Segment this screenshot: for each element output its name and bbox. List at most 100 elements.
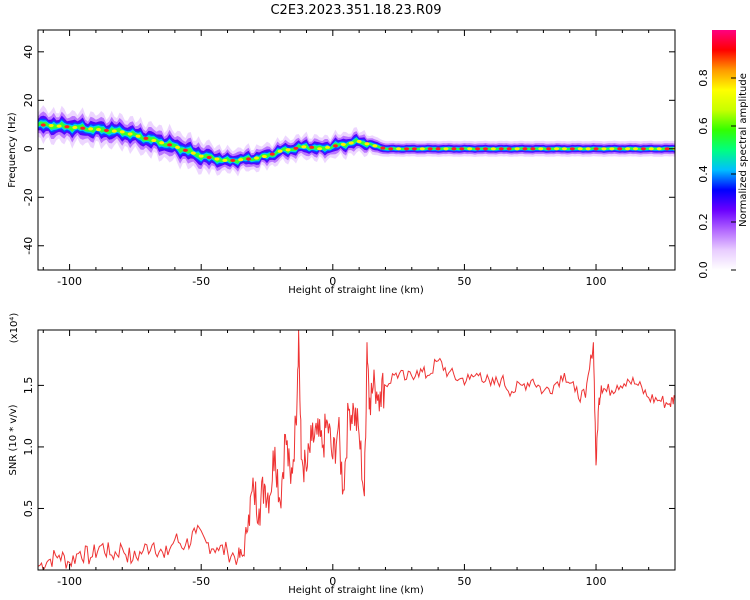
x-tick-label: 100 (586, 275, 607, 288)
spectrogram-ridge (38, 105, 675, 177)
spectrogram-peak (159, 141, 165, 145)
spectrogram-frame (37, 29, 676, 271)
y-tick-label: 40 (22, 45, 35, 59)
spectrogram-peak (625, 147, 631, 151)
x-tick-label: 0 (329, 575, 336, 588)
spectrogram-peak (143, 136, 149, 140)
spectrogram-peak (269, 152, 275, 156)
spectrogram-peak (435, 147, 441, 151)
spectrogram-peak (656, 147, 662, 151)
y-tick-label: -20 (22, 188, 35, 206)
spectrogram-peak (198, 154, 204, 158)
spectrogram-peak (530, 147, 536, 151)
spectrogram-peak (396, 147, 402, 151)
spectrogram-peak (475, 147, 481, 151)
spectrogram-peak (261, 154, 267, 159)
y-tick-label: -40 (22, 237, 35, 255)
x-tick-label: 50 (457, 575, 471, 588)
spectrogram-peak (609, 147, 615, 151)
spectrogram-peak (498, 147, 504, 151)
spectrogram-peak (640, 147, 646, 151)
spectrogram-peak (617, 147, 623, 151)
x-tick-label: -100 (57, 275, 82, 288)
y-tick-label: 1.5 (22, 377, 35, 395)
spectrogram-peak (348, 141, 354, 145)
spectrogram-peak (514, 147, 520, 151)
y-tick-label: 0 (22, 145, 35, 152)
spectrogram-peak (388, 147, 394, 151)
spectrogram-peak (230, 158, 236, 163)
spectrogram-peak (633, 147, 639, 151)
spectrogram-peak (325, 145, 331, 149)
spectrogram-peak (309, 145, 315, 149)
spectrogram-peak (206, 155, 212, 160)
spectrogram-peak (135, 134, 141, 138)
spectrogram-peak (96, 128, 102, 132)
spectrogram-peak (664, 147, 670, 151)
spectrogram-peak (459, 147, 465, 151)
spectrogram-peak (332, 144, 338, 148)
spectrogram-peak (648, 147, 654, 151)
snr-series (38, 330, 675, 570)
snr-multiplier: (x10⁴) (9, 313, 20, 344)
spectrogram-peak (151, 138, 157, 143)
spectrogram-peak (546, 147, 552, 151)
spectrogram-peak (80, 126, 86, 130)
spectrogram-peak (490, 147, 496, 151)
spectrogram-peak (127, 132, 133, 136)
snr-xlabel: Height of straight line (km) (288, 585, 424, 596)
spectrogram-peak (522, 147, 528, 151)
colorbar-label: Normalized spectral amplitude (738, 73, 749, 227)
spectrogram-peak (253, 156, 259, 160)
spectrogram-peak (443, 147, 449, 151)
spectrogram-peak (72, 125, 78, 130)
spectrogram-xlabel: Height of straight line (km) (288, 285, 424, 296)
x-tick-label: 50 (457, 275, 471, 288)
colorbar-ticks: 0.0 0.2 0.4 0.6 0.8 (697, 69, 736, 279)
spectrogram-peak (119, 130, 125, 134)
colorbar-gradient (712, 30, 736, 270)
spectrogram-peak (482, 147, 488, 151)
spectrogram-peak (419, 147, 425, 151)
y-tick-label: 20 (22, 93, 35, 107)
spectrogram-peak (364, 142, 370, 146)
spectrogram-peak (356, 139, 362, 144)
spectrogram-peak (56, 124, 62, 128)
spectrogram-peak (301, 145, 307, 149)
spectrogram-peak (111, 129, 117, 133)
spectrogram-peak (48, 123, 54, 128)
x-tick-label: -100 (57, 575, 82, 588)
spectrogram-peak (380, 146, 386, 150)
spectrogram-peak (506, 147, 512, 151)
spectrogram-peak (538, 147, 544, 151)
spectrogram-peak (103, 128, 109, 132)
x-tick-label: 100 (586, 575, 607, 588)
spectrogram-peak (467, 147, 473, 151)
spectrogram-peak (182, 148, 188, 152)
spectrogram-x-ticks: -100 -50 0 50 100 (42, 30, 676, 288)
spectrogram-peak (238, 158, 244, 162)
spectrogram-panel: -100 -50 0 50 100 -40 -20 0 20 40 Height of stra… (7, 29, 676, 296)
spectrogram-peak (561, 147, 567, 151)
snr-line (38, 330, 675, 570)
snr-frame (37, 329, 676, 571)
spectrogram-y-ticks: -40 -20 0 20 40 (22, 45, 675, 255)
spectrogram-band (38, 121, 675, 164)
spectrogram-peak (246, 157, 252, 161)
spectrogram-peak (222, 158, 228, 163)
y-tick-label: 1.0 (22, 438, 35, 456)
spectrogram-peak (277, 149, 283, 153)
spectrogram-peak (40, 123, 46, 127)
colorbar-tick-label: 0.2 (697, 213, 710, 231)
spectrogram-peak (175, 145, 181, 149)
spectrogram-peak (293, 146, 299, 150)
x-tick-label: 0 (329, 275, 336, 288)
snr-ylabel: SNR (10 * v/v) (8, 404, 19, 475)
spectrogram-peak (214, 157, 220, 161)
spectrogram-peak (601, 147, 607, 151)
colorbar: 0.0 0.2 0.4 0.6 0.8 Normalized spectral ampl… (697, 30, 749, 279)
spectrogram-peak (577, 147, 583, 151)
x-tick-label: -50 (192, 575, 210, 588)
colorbar-tick-label: 0.6 (697, 117, 710, 135)
